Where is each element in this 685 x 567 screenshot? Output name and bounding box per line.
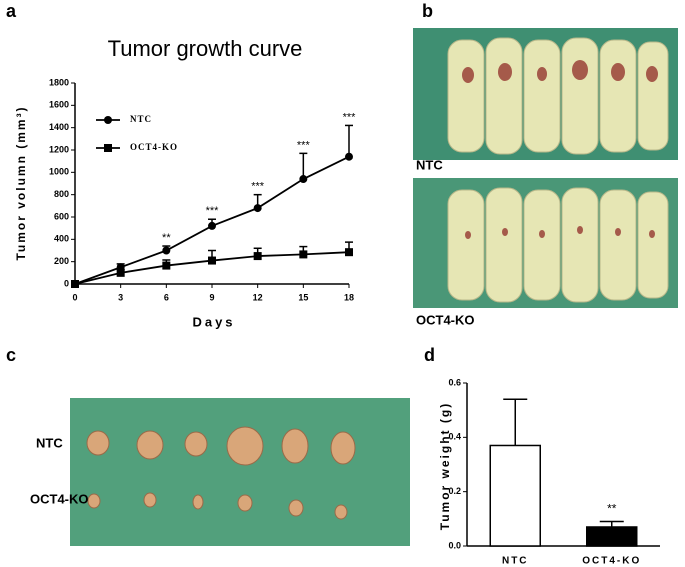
y-tick-label: 0.6: [448, 377, 461, 387]
x-tick-label: 18: [344, 292, 354, 302]
x-axis-label: Days: [192, 314, 235, 329]
panel-label: c: [6, 345, 16, 365]
error-bar: [299, 152, 308, 180]
marker: [299, 175, 308, 184]
bar: [489, 444, 541, 547]
photo-label: NTC: [36, 435, 63, 450]
y-tick-label: 1400: [49, 122, 69, 132]
x-tick-label: 15: [298, 292, 308, 302]
x-tick-label: OCT4-KO: [582, 556, 641, 567]
marker: [208, 256, 216, 265]
panel-label: d: [424, 345, 435, 365]
y-tick-label: 600: [54, 211, 69, 221]
marker: [116, 268, 125, 277]
mice-photo: [413, 28, 678, 308]
x-tick-label: 3: [118, 292, 123, 302]
legend-marker: [104, 144, 112, 152]
y-tick-label: 800: [54, 189, 69, 199]
y-axis-label: Tumor weight (g): [438, 402, 452, 530]
photo-label: OCT4-KO: [416, 312, 475, 327]
annotation: ***: [297, 139, 311, 151]
tumor-photo: [70, 398, 410, 546]
marker: [253, 204, 262, 213]
marker: [345, 248, 353, 257]
annotation: ***: [343, 111, 357, 123]
marker: [162, 261, 171, 270]
y-tick-label: 0: [64, 278, 69, 288]
annotation: ***: [251, 181, 265, 193]
panel-label: a: [6, 1, 17, 21]
y-axis-label: Tumor volumn (mm³): [14, 105, 28, 260]
panel-label: b: [422, 1, 433, 21]
photo-label: NTC: [416, 157, 443, 172]
marker: [71, 280, 79, 288]
legend-label: NTC: [130, 114, 152, 124]
chart-title: Tumor growth curve: [108, 36, 303, 61]
y-tick-label: 1600: [49, 100, 69, 110]
annotation: ***: [206, 205, 220, 217]
y-tick-label: 1200: [49, 144, 69, 154]
x-tick-label: 6: [164, 292, 169, 302]
x-tick-label: 0: [72, 292, 77, 302]
marker: [162, 246, 171, 255]
y-tick-label: 1800: [49, 77, 69, 87]
marker: [345, 152, 353, 161]
y-tick-label: 200: [54, 256, 69, 266]
x-tick-label: 9: [209, 292, 214, 302]
marker: [299, 250, 308, 259]
annotation: **: [162, 232, 171, 244]
legend-label: OCT4-KO: [130, 142, 178, 152]
error-bar: [503, 398, 528, 446]
y-tick-label: 1000: [49, 167, 69, 177]
bar: [586, 526, 638, 547]
error-bar: [599, 520, 624, 527]
legend-marker: [104, 116, 112, 124]
y-tick-label: 400: [54, 234, 69, 244]
photo-label: OCT4-KO: [30, 491, 89, 506]
x-tick-label: 12: [253, 292, 263, 302]
marker: [253, 252, 262, 261]
y-tick-label: 0.0: [448, 540, 461, 550]
marker: [208, 221, 216, 230]
error-bar: [345, 124, 353, 157]
y-tick-label: 0.2: [448, 486, 461, 496]
annotation: **: [607, 502, 617, 516]
y-tick-label: 0.4: [448, 432, 461, 442]
x-tick-label: NTC: [502, 556, 529, 567]
